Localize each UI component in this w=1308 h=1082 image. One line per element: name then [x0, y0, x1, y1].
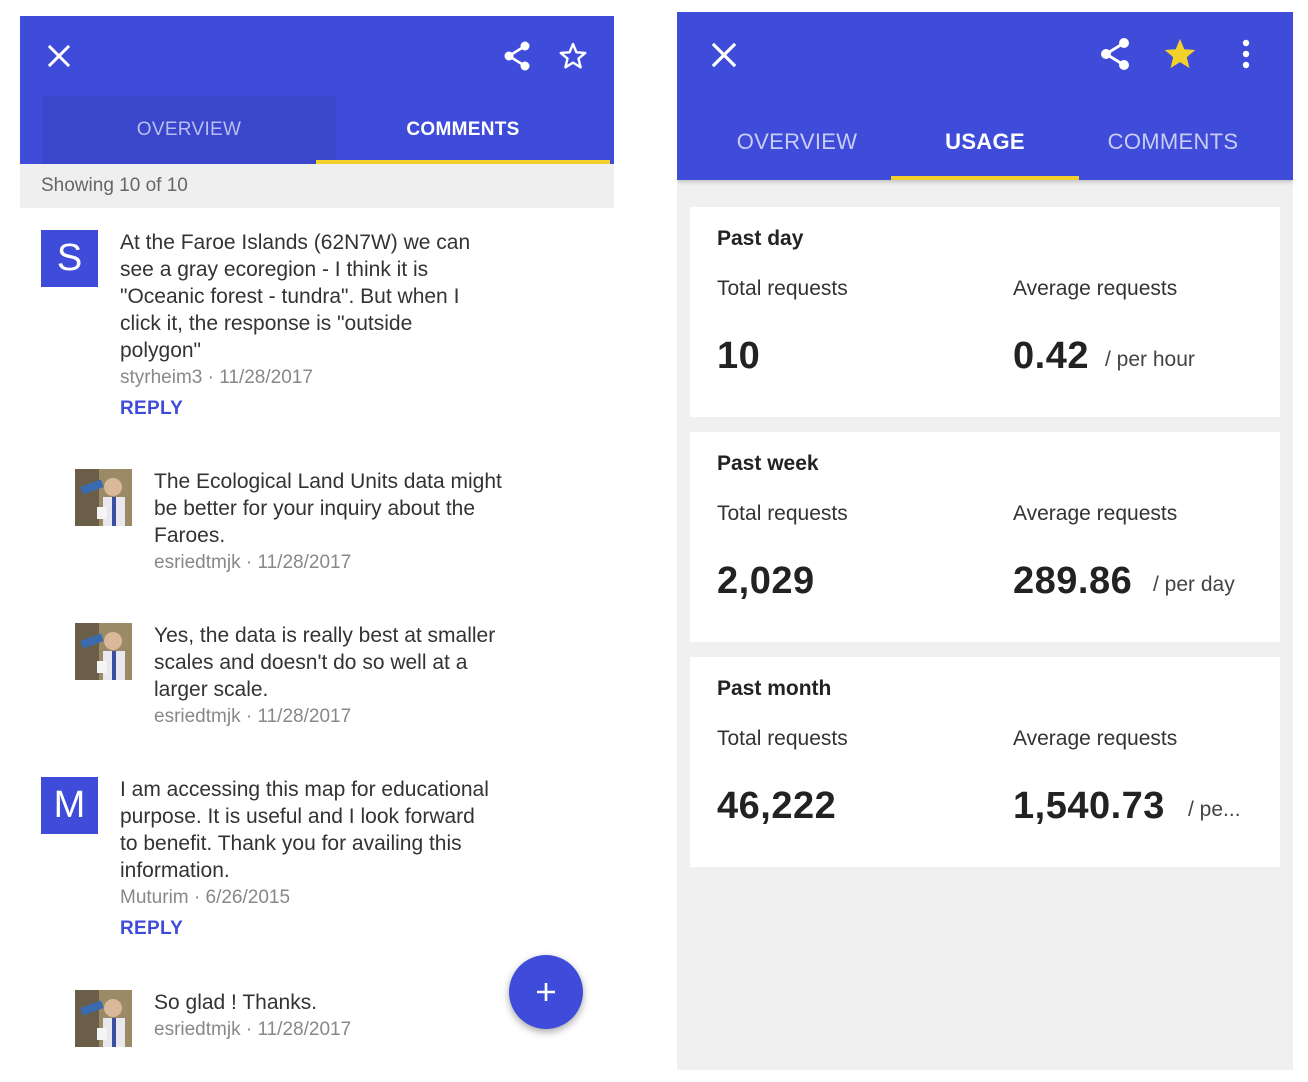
average-unit: / pe... [1188, 798, 1241, 821]
card-title: Past month [717, 677, 832, 700]
reply-button[interactable]: REPLY [120, 918, 184, 939]
comment-meta: styrheim3 · 11/28/2017 [120, 367, 313, 388]
comments-panel: OVERVIEW COMMENTS Showing 10 of 10 S At … [20, 16, 614, 1056]
total-requests-value: 46,222 [717, 785, 837, 827]
usage-panel: OVERVIEW USAGE COMMENTS Past day Total r… [677, 12, 1293, 1070]
add-comment-button[interactable] [509, 955, 583, 1029]
average-requests-value: 289.86 [1013, 560, 1133, 602]
comment-text-line: larger scale. [154, 678, 269, 701]
usage-card-past-month: Past month Total requests Average reques… [690, 657, 1280, 867]
tab-bar: OVERVIEW USAGE COMMENTS [677, 104, 1293, 180]
tab-overview[interactable]: OVERVIEW [736, 129, 858, 154]
average-requests-label: Average requests [1013, 502, 1178, 525]
avatar [75, 990, 132, 1047]
comment-text-line: information. [120, 859, 230, 882]
comment-meta: esriedtmjk · 11/28/2017 [154, 552, 352, 573]
comment-meta: esriedtmjk · 11/28/2017 [154, 706, 352, 727]
share-button[interactable] [500, 38, 534, 74]
total-requests-value: 2,029 [717, 560, 815, 602]
average-unit: / per hour [1105, 348, 1195, 371]
app-bar: OVERVIEW USAGE COMMENTS [677, 12, 1293, 180]
average-requests-label: Average requests [1013, 277, 1178, 300]
tab-bar: OVERVIEW COMMENTS [20, 96, 614, 164]
avatar [75, 469, 132, 526]
share-button[interactable] [1097, 34, 1133, 74]
avatar [75, 623, 132, 680]
avatar: S [41, 230, 98, 287]
comment-text-line: The Ecological Land Units data might [154, 470, 502, 493]
close-button[interactable] [44, 38, 74, 74]
comment-text-line: At the Faroe Islands (62N7W) we can [120, 231, 471, 254]
user-photo-icon [75, 469, 132, 526]
comment-text-line: click it, the response is "outside [120, 312, 413, 335]
average-unit: / per day [1153, 573, 1235, 596]
comment-text-line: Yes, the data is really best at smaller [154, 624, 496, 647]
comment-text-line: polygon" [120, 339, 202, 362]
comment-text-line: "Oceanic forest - tundra". But when I [120, 285, 460, 308]
average-requests-label: Average requests [1013, 727, 1178, 750]
tab-comments[interactable]: COMMENTS [316, 96, 610, 164]
app-bar: OVERVIEW COMMENTS [20, 16, 614, 164]
tab-comments[interactable]: COMMENTS [1107, 129, 1239, 154]
comment-text-line: purpose. It is useful and I look forward [120, 805, 475, 828]
average-requests-value: 1,540.73 [1013, 785, 1165, 827]
comment-meta: Muturim · 6/26/2015 [120, 887, 291, 908]
comment-text-line: see a gray ecoregion - I think it is [120, 258, 429, 281]
reply-button[interactable]: REPLY [120, 398, 184, 419]
usage-card-past-day: Past day Total requests Average requests… [690, 207, 1280, 417]
more-options-button[interactable] [1233, 34, 1259, 74]
favorite-button[interactable] [556, 38, 590, 74]
tab-overview[interactable]: OVERVIEW [42, 96, 336, 164]
share-icon [504, 41, 530, 71]
comment-meta: esriedtmjk · 11/28/2017 [154, 1019, 352, 1040]
star-outline-icon [559, 42, 587, 69]
comment-text-line: scales and doesn't do so well at a [154, 651, 468, 674]
total-requests-value: 10 [717, 335, 761, 377]
comment-text-line: be better for your inquiry about the [154, 497, 476, 520]
comment-text-line: I am accessing this map for educational [120, 778, 489, 801]
star-filled-icon [1164, 38, 1196, 69]
close-icon [48, 45, 70, 67]
total-requests-label: Total requests [717, 727, 848, 750]
share-icon [1101, 38, 1129, 70]
card-title: Past day [717, 227, 804, 250]
usage-card-past-week: Past week Total requests Average request… [690, 432, 1280, 642]
tab-usage[interactable]: USAGE [891, 104, 1079, 180]
comment-text-line: Faroes. [154, 524, 226, 547]
comment-count: Showing 10 of 10 [20, 164, 614, 208]
favorite-button[interactable] [1161, 34, 1199, 74]
card-title: Past week [717, 452, 819, 475]
avatar: M [41, 777, 98, 834]
comment-text-line: to benefit. Thank you for availing this [120, 832, 462, 855]
more-vertical-icon [1242, 39, 1250, 69]
close-icon [712, 43, 736, 67]
user-photo-icon [75, 623, 132, 680]
comment-text-line: So glad ! Thanks. [154, 991, 318, 1014]
total-requests-label: Total requests [717, 502, 848, 525]
user-photo-icon [75, 990, 132, 1047]
plus-icon [537, 983, 555, 1001]
total-requests-label: Total requests [717, 277, 848, 300]
average-requests-value: 0.42 [1013, 335, 1089, 377]
close-button[interactable] [707, 36, 741, 74]
